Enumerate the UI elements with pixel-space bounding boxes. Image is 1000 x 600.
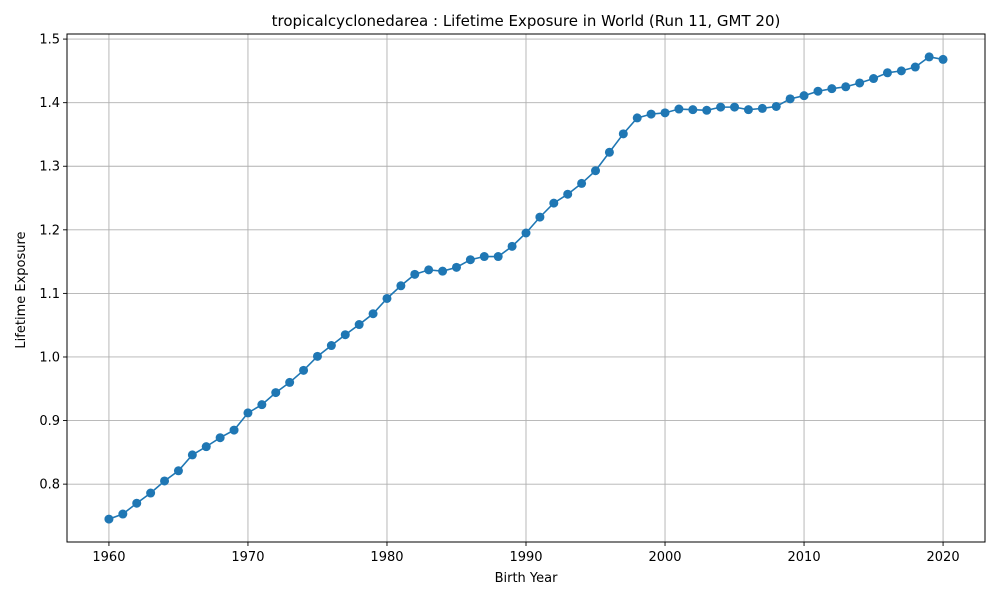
data-point: [229, 425, 239, 435]
y-axis: 0.8 0.9 1.0 1.1 1.2 1.3 1.4 1.5: [39, 33, 67, 493]
data-point: [479, 252, 489, 262]
x-tick-label: 2010: [788, 550, 821, 565]
data-point: [312, 351, 322, 361]
data-point: [799, 91, 809, 101]
data-point: [146, 488, 156, 498]
data-point: [118, 509, 128, 519]
y-tick-label: 1.1: [39, 287, 60, 302]
data-point: [465, 255, 475, 265]
data-point: [910, 62, 920, 72]
data-points: [104, 52, 948, 524]
x-tick-label: 1990: [509, 550, 542, 565]
data-point: [896, 66, 906, 76]
data-point: [632, 113, 642, 123]
data-point: [604, 147, 614, 157]
data-point: [173, 466, 183, 476]
y-tick-label: 0.9: [39, 414, 60, 429]
y-tick-label: 1.2: [39, 223, 60, 238]
data-point: [827, 84, 837, 94]
y-tick-label: 1.0: [39, 350, 60, 365]
data-point: [869, 74, 879, 84]
data-point: [285, 377, 295, 387]
x-tick-label: 1980: [370, 550, 403, 565]
data-point: [354, 320, 364, 330]
y-tick-label: 1.4: [39, 96, 60, 111]
data-point: [938, 54, 948, 64]
data-point: [688, 105, 698, 115]
data-point: [368, 309, 378, 319]
data-point: [326, 341, 336, 351]
data-point: [882, 68, 892, 78]
data-point: [618, 129, 628, 139]
data-point: [187, 450, 197, 460]
x-tick-label: 1970: [231, 550, 264, 565]
data-point: [507, 241, 517, 251]
x-tick-label: 1960: [92, 550, 125, 565]
data-point: [382, 293, 392, 303]
data-point: [535, 212, 545, 222]
data-point: [646, 109, 656, 119]
data-point: [591, 166, 601, 176]
grid: [67, 34, 985, 542]
data-point: [563, 189, 573, 199]
data-point: [299, 365, 309, 375]
data-point: [549, 198, 559, 208]
data-point: [396, 281, 406, 291]
x-axis-title: Birth Year: [495, 571, 559, 586]
y-tick-label: 1.3: [39, 160, 60, 175]
data-point: [451, 262, 461, 272]
data-point: [438, 266, 448, 276]
data-point: [813, 86, 823, 96]
data-point: [716, 102, 726, 112]
y-axis-title: Lifetime Exposure: [14, 231, 29, 348]
x-tick-label: 2020: [927, 550, 960, 565]
data-point: [743, 105, 753, 115]
data-point: [271, 388, 281, 398]
data-point: [493, 252, 503, 262]
data-point: [660, 108, 670, 118]
data-point: [201, 442, 211, 452]
data-point: [160, 476, 170, 486]
data-point: [215, 433, 225, 443]
data-point: [257, 400, 267, 410]
data-point: [674, 104, 684, 114]
data-point: [577, 178, 587, 188]
data-point: [702, 105, 712, 115]
data-point: [730, 102, 740, 112]
chart-title: tropicalcyclonedarea : Lifetime Exposure…: [272, 12, 781, 30]
data-point: [771, 101, 781, 111]
data-point: [924, 52, 934, 62]
x-tick-label: 2000: [648, 550, 681, 565]
data-point: [521, 228, 531, 238]
x-axis: 1960 1970 1980 1990 2000 2010 2020: [92, 542, 960, 565]
data-point: [132, 498, 142, 508]
data-point: [785, 94, 795, 104]
data-point: [340, 330, 350, 340]
y-tick-label: 0.8: [39, 478, 60, 493]
data-point: [841, 82, 851, 92]
y-tick-label: 1.5: [39, 33, 60, 48]
data-point: [855, 78, 865, 88]
data-point: [104, 514, 114, 524]
data-point: [243, 408, 253, 418]
data-point: [424, 265, 434, 275]
data-point: [757, 103, 767, 113]
data-point: [410, 269, 420, 279]
